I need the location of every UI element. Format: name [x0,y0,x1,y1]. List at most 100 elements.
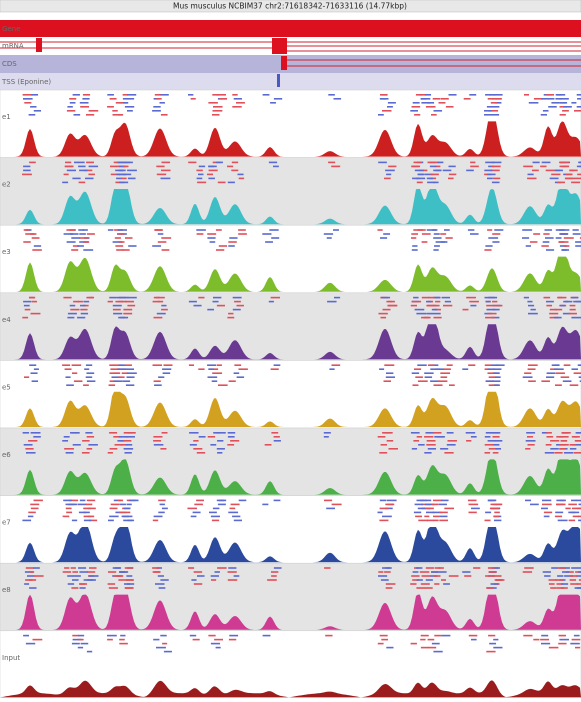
read [238,233,247,235]
read [414,162,423,164]
read [74,114,81,116]
read [187,508,197,510]
read [87,436,94,438]
read [66,384,74,386]
read [152,110,161,112]
read [117,575,122,577]
read [484,114,492,116]
read [431,571,438,573]
read [157,313,166,315]
read [540,166,546,168]
read [216,162,223,164]
read [560,114,566,116]
read [119,639,125,641]
read [432,643,440,645]
read [197,452,205,454]
read [82,452,90,454]
read [574,635,580,637]
read [213,297,221,299]
read [212,372,222,374]
read [109,516,118,518]
read [78,166,85,168]
read [229,639,236,641]
read [386,301,392,303]
read [440,448,448,450]
read [30,504,39,506]
read [232,94,237,96]
read [492,162,502,164]
read [124,448,134,450]
track-label: e7 [2,519,11,527]
read [524,94,529,96]
read [77,317,85,319]
read [550,448,558,450]
read [540,639,549,641]
read [32,380,38,382]
read [232,162,238,164]
read [448,440,457,442]
read [562,166,567,168]
read [153,436,162,438]
read [128,178,136,180]
read [160,102,165,104]
read [128,245,136,247]
read [485,512,491,514]
read [427,229,437,231]
read [469,94,476,96]
read [576,500,581,502]
read [211,516,220,518]
read [110,98,117,100]
read [89,575,99,577]
read [425,94,431,96]
read [427,440,436,442]
read [215,571,220,573]
read [559,241,569,243]
read [197,182,206,184]
read [438,571,447,573]
read [384,364,394,366]
read [22,174,32,176]
read [23,166,30,168]
read [213,301,219,303]
read [271,575,277,577]
read [487,313,496,315]
read [127,94,136,96]
read [228,571,237,573]
read [557,94,565,96]
read [559,162,569,164]
read [415,376,423,378]
read [208,368,214,370]
read [543,233,549,235]
read [439,504,447,506]
read [523,166,533,168]
read [427,520,434,522]
read [212,114,219,116]
read [188,94,193,96]
read [211,575,219,577]
read [487,106,492,108]
read [575,647,580,649]
read [557,297,562,299]
read [127,432,135,434]
read [109,384,115,386]
read [127,297,136,299]
read [123,174,131,176]
read [573,229,579,231]
read [411,233,418,235]
read [213,508,220,510]
read [72,372,77,374]
read [160,448,166,450]
read [492,301,497,303]
read [89,166,98,168]
read [29,579,36,581]
read [212,520,219,522]
read [416,94,422,96]
read [234,575,240,577]
read [463,309,469,311]
read [332,364,341,366]
read [228,512,238,514]
read [271,297,280,299]
read [25,233,34,235]
read [87,372,95,374]
read [562,432,569,434]
